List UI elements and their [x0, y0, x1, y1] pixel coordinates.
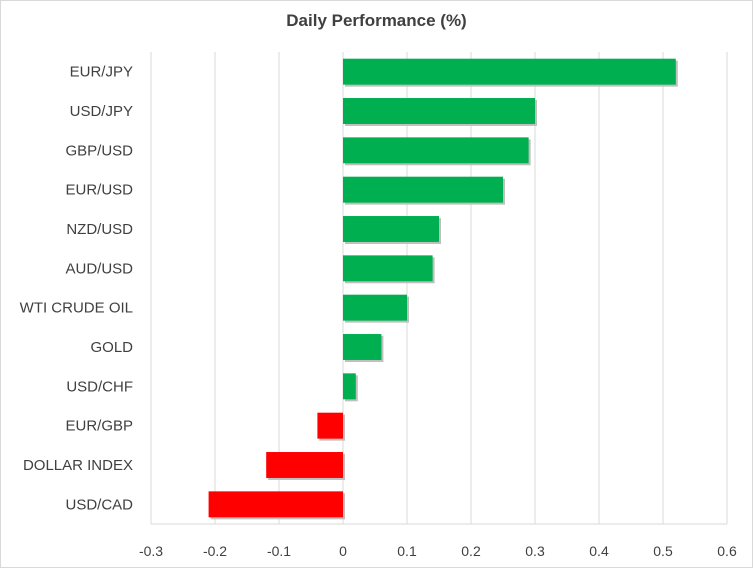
x-tick-label: 0.3 — [525, 543, 545, 559]
category-label: GOLD — [90, 339, 133, 356]
x-tick-label: -0.2 — [203, 543, 227, 559]
bar-gold — [343, 334, 382, 360]
x-tick-label: 0 — [339, 543, 347, 559]
bar-usd-cad — [208, 491, 343, 518]
x-tick-label: 0.6 — [717, 543, 737, 559]
category-label: EUR/GBP — [65, 418, 133, 435]
bar-nzd-usd — [343, 216, 439, 242]
chart-title: Daily Performance (%) — [286, 11, 467, 30]
bar-wti-crude-oil — [343, 294, 407, 321]
category-label: AUD/USD — [65, 260, 133, 277]
category-label: WTI CRUDE OIL — [20, 300, 133, 317]
bar-eur-gbp — [317, 412, 343, 439]
category-label: USD/CHF — [66, 378, 133, 395]
category-label: USD/JPY — [70, 103, 133, 120]
bar-gbp-usd — [343, 137, 529, 164]
x-tick-label: -0.1 — [267, 543, 291, 559]
category-label: DOLLAR INDEX — [23, 457, 133, 474]
category-label: GBP/USD — [65, 142, 133, 159]
bar-usd-jpy — [343, 98, 535, 124]
x-tick-label: 0.2 — [461, 543, 481, 559]
x-tick-label: 0.4 — [589, 543, 609, 559]
bar-dollar-index — [266, 452, 343, 478]
category-label: NZD/USD — [66, 221, 133, 238]
bar-usd-chf — [343, 373, 356, 400]
category-label: USD/CAD — [65, 496, 133, 513]
bar-eur-usd — [343, 176, 503, 203]
bar-aud-usd — [343, 255, 433, 282]
bar-eur-jpy — [343, 58, 676, 85]
x-tick-label: 0.1 — [397, 543, 417, 559]
x-tick-label: 0.5 — [653, 543, 673, 559]
category-label: EUR/JPY — [70, 64, 133, 81]
x-tick-label: -0.3 — [139, 543, 163, 559]
category-label: EUR/USD — [65, 182, 133, 199]
